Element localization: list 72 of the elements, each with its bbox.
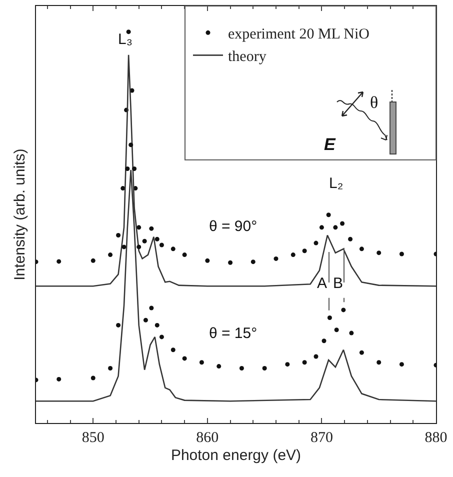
point	[170, 348, 176, 352]
annotation: B	[333, 275, 344, 292]
point	[108, 252, 113, 258]
point	[290, 252, 296, 258]
point	[199, 360, 204, 365]
point	[376, 360, 382, 365]
point	[376, 250, 382, 256]
point	[340, 221, 345, 226]
point	[116, 322, 121, 328]
point	[326, 212, 331, 218]
x-axis-title: Photon energy (eV)	[170, 447, 302, 464]
annotation: L₃	[118, 31, 132, 48]
x-tick-label: 870	[310, 430, 333, 446]
point	[136, 225, 142, 230]
point	[399, 252, 404, 256]
point	[341, 308, 346, 312]
point	[90, 376, 96, 380]
point	[56, 259, 62, 264]
point	[239, 366, 244, 370]
point	[108, 366, 113, 370]
point	[349, 330, 354, 336]
point	[228, 260, 233, 265]
point	[143, 318, 148, 322]
annotation: A	[317, 275, 328, 292]
point	[149, 306, 154, 310]
annotation: θ = 15°	[209, 325, 258, 342]
point	[274, 256, 278, 261]
point	[128, 142, 134, 148]
point	[285, 362, 290, 367]
point	[205, 258, 210, 263]
point	[149, 226, 154, 231]
point	[359, 246, 364, 252]
legend-label: experiment 20 ML NiO	[228, 26, 370, 43]
point	[348, 236, 353, 242]
point	[56, 376, 62, 382]
point	[216, 364, 222, 369]
point	[170, 246, 176, 252]
point	[327, 316, 332, 320]
point	[322, 338, 326, 344]
x-tick-label: 880	[424, 430, 448, 446]
y-axis-title: Intensity (arb. units)	[11, 148, 28, 280]
point	[132, 166, 137, 171]
point	[182, 356, 187, 361]
point	[125, 166, 130, 171]
x-tick-label: 850	[82, 430, 104, 446]
point	[334, 328, 339, 332]
point	[333, 225, 338, 230]
point	[159, 334, 164, 340]
point	[154, 236, 160, 242]
point	[116, 232, 121, 238]
point	[182, 252, 187, 258]
point	[90, 258, 96, 263]
point	[302, 248, 307, 254]
point	[262, 366, 267, 370]
x-tick-label: 860	[196, 430, 219, 446]
point	[250, 260, 256, 264]
point	[302, 360, 307, 365]
point	[314, 354, 318, 359]
legend-label: theory	[228, 49, 267, 66]
annotation: E	[324, 135, 336, 154]
point	[159, 242, 164, 248]
point	[399, 362, 404, 367]
point	[314, 240, 318, 246]
annotation: θ = 90°	[209, 218, 258, 235]
point	[122, 244, 126, 250]
annotation: θ	[370, 93, 378, 112]
point	[142, 238, 147, 244]
point	[154, 322, 160, 328]
point	[319, 225, 324, 230]
annotation: L₂	[329, 175, 344, 192]
point	[359, 350, 364, 355]
point	[136, 244, 142, 250]
